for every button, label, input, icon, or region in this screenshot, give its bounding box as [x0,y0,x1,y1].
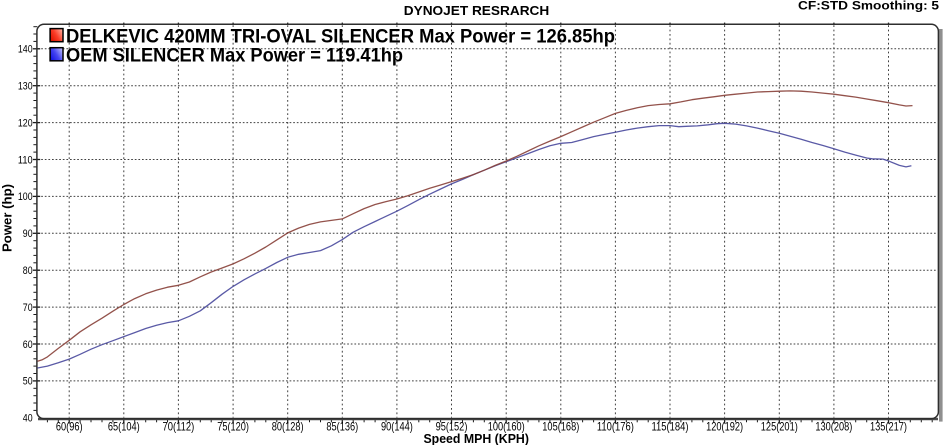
svg-text:100(160): 100(160) [488,420,525,434]
svg-text:130(208): 130(208) [815,420,852,434]
svg-text:100: 100 [18,191,33,203]
svg-text:DYNOJET RESRARCH: DYNOJET RESRARCH [404,3,550,18]
svg-text:DELKEVIC 420MM TRI-OVAL SILENC: DELKEVIC 420MM TRI-OVAL SILENCER Max Pow… [66,25,615,47]
svg-text:Speed MPH (KPH): Speed MPH (KPH) [423,431,529,445]
svg-text:CF:STD Smoothing: 5: CF:STD Smoothing: 5 [798,0,939,13]
svg-text:60(96): 60(96) [56,420,83,434]
svg-text:120: 120 [18,117,33,129]
svg-text:120(192): 120(192) [706,420,743,434]
svg-text:95(152): 95(152) [436,420,468,434]
svg-text:OEM SILENCER Max Power = 119.4: OEM SILENCER Max Power = 119.41hp [66,44,403,66]
svg-text:50: 50 [23,376,33,388]
svg-text:65(104): 65(104) [108,420,140,434]
svg-text:125(201): 125(201) [761,420,798,434]
svg-text:140: 140 [18,44,33,56]
svg-text:85(136): 85(136) [326,420,358,434]
svg-text:90: 90 [23,228,33,240]
svg-text:80(128): 80(128) [272,420,304,434]
svg-text:90(144): 90(144) [381,420,413,434]
svg-text:135(217): 135(217) [870,420,907,434]
svg-text:110(176): 110(176) [597,420,634,434]
svg-text:130: 130 [18,81,33,93]
svg-text:80: 80 [23,265,33,277]
svg-text:60: 60 [23,339,33,351]
svg-text:40: 40 [23,413,33,425]
svg-text:115(184): 115(184) [652,420,689,434]
svg-text:70(112): 70(112) [163,420,195,434]
svg-text:70: 70 [23,302,33,314]
svg-text:105(168): 105(168) [542,420,579,434]
svg-text:110: 110 [18,154,33,166]
svg-text:75(120): 75(120) [217,420,249,434]
svg-text:Power (hp): Power (hp) [0,184,15,252]
